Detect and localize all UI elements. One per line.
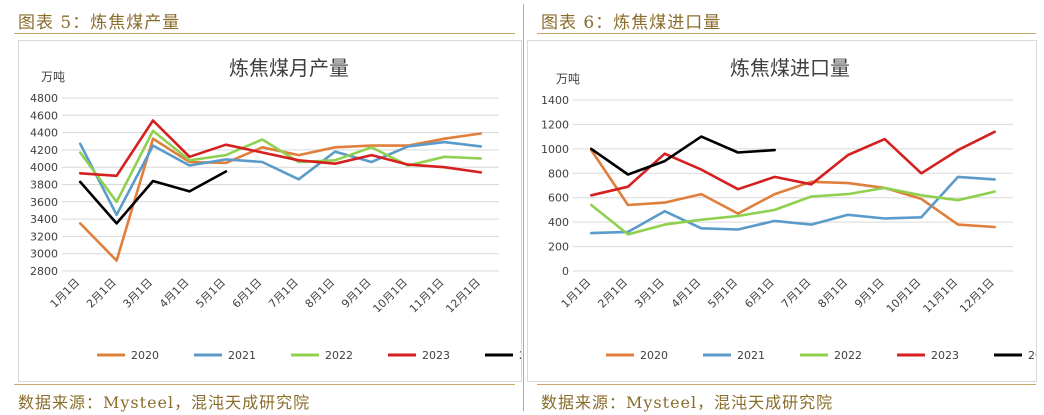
y-tick-label: 3800	[30, 179, 58, 192]
x-tick-label: 7月1日	[266, 276, 301, 311]
x-tick-label: 11月1日	[407, 276, 447, 316]
y-tick-label: 3000	[30, 248, 58, 261]
x-tick-label: 1月1日	[48, 276, 83, 311]
series-line-2024	[78, 170, 228, 225]
legend-label-2021: 2021	[228, 349, 256, 362]
y-tick-label: 1200	[541, 118, 569, 131]
chart-area: 炼焦煤进口量万吨 0 200 400 600 800 1000 1200 1400 1月1日 2月1…	[527, 40, 1044, 382]
title-rule	[537, 33, 1036, 34]
x-tick-label: 8月1日	[815, 276, 850, 311]
y-tick-label: 1400	[541, 94, 569, 107]
legend-label-2024: 2024	[1028, 349, 1036, 362]
x-tick-label: 11月1日	[921, 276, 961, 316]
y-axis-unit: 万吨	[41, 70, 65, 84]
x-tick-label: 5月1日	[705, 276, 740, 311]
y-tick-label: 4000	[30, 161, 58, 174]
legend-label-2020: 2020	[131, 349, 159, 362]
x-tick-label: 12月1日	[443, 276, 483, 316]
x-tick-label: 10月1日	[370, 276, 410, 316]
y-tick-label: 2800	[30, 265, 58, 278]
y-tick-label: 1000	[541, 143, 569, 156]
y-tick-label: 4400	[30, 127, 58, 140]
source-rule	[14, 384, 515, 385]
x-tick-label: 3月1日	[632, 276, 667, 311]
y-tick-label: 200	[548, 241, 569, 254]
y-tick-label: 600	[548, 192, 569, 205]
x-tick-label: 3月1日	[121, 276, 156, 311]
x-tick-label: 5月1日	[193, 276, 228, 311]
x-tick-label: 7月1日	[779, 276, 814, 311]
data-source: 数据来源：Mysteel，混沌天成研究院	[541, 393, 834, 412]
panel-coking-coal-output: 图表 5：炼焦煤产量 炼焦煤月产量万吨 2800 3000 3200 3400 3600 3…	[14, 13, 547, 412]
title-rule	[14, 33, 515, 34]
x-tick-label: 9月1日	[852, 276, 887, 311]
y-tick-label: 4800	[30, 92, 58, 105]
panel-divider	[523, 4, 524, 411]
y-tick-label: 800	[548, 167, 569, 180]
series-line-2024	[589, 135, 776, 176]
data-source: 数据来源：Mysteel，混沌天成研究院	[18, 393, 311, 412]
x-tick-label: 2月1日	[84, 276, 119, 311]
y-tick-label: 4600	[30, 109, 58, 122]
series-line-2021	[78, 140, 483, 217]
source-rule	[537, 384, 1036, 385]
x-tick-label: 1月1日	[559, 276, 594, 311]
x-tick-label: 2月1日	[595, 276, 630, 311]
chart-title: 炼焦煤进口量	[730, 56, 850, 80]
legend-label-2023: 2023	[422, 349, 450, 362]
x-tick-label: 4月1日	[157, 276, 192, 311]
legend-label-2021: 2021	[737, 349, 765, 362]
series-line-2021	[589, 175, 997, 235]
panel-coking-coal-imports: 图表 6：炼焦煤进口量 炼焦煤进口量万吨 0 200 400 600 800 1000 120…	[523, 0, 1044, 415]
series-line-2023	[78, 119, 483, 178]
legend-label-2022: 2022	[325, 349, 353, 362]
y-tick-label: 3600	[30, 196, 58, 209]
x-tick-label: 12月1日	[957, 276, 997, 316]
y-tick-label: 4200	[30, 144, 58, 157]
x-tick-label: 4月1日	[669, 276, 704, 311]
x-tick-label: 10月1日	[884, 276, 924, 316]
chart-area: 炼焦煤月产量万吨 2800 3000 3200 3400 3600 3800 4000 4200…	[18, 40, 547, 382]
legend-label-2022: 2022	[834, 349, 862, 362]
series-line-2020	[589, 148, 997, 229]
series-line-2023	[589, 130, 997, 197]
x-tick-label: 6月1日	[230, 276, 265, 311]
chart-title: 炼焦煤月产量	[229, 56, 349, 80]
x-tick-label: 9月1日	[339, 276, 374, 311]
figure-title: 图表 5：炼焦煤产量	[18, 13, 181, 33]
figure-title: 图表 6：炼焦煤进口量	[541, 13, 722, 33]
y-axis-unit: 万吨	[556, 72, 580, 86]
legend-label-2023: 2023	[931, 349, 959, 362]
x-tick-label: 6月1日	[742, 276, 777, 311]
y-tick-label: 3400	[30, 213, 58, 226]
legend-label-2024: 2024	[519, 349, 521, 362]
series-line-2022	[589, 186, 997, 236]
y-tick-label: 3200	[30, 230, 58, 243]
y-tick-label: 0	[562, 265, 569, 278]
legend-label-2020: 2020	[640, 349, 668, 362]
x-tick-label: 8月1日	[303, 276, 338, 311]
y-tick-label: 400	[548, 216, 569, 229]
